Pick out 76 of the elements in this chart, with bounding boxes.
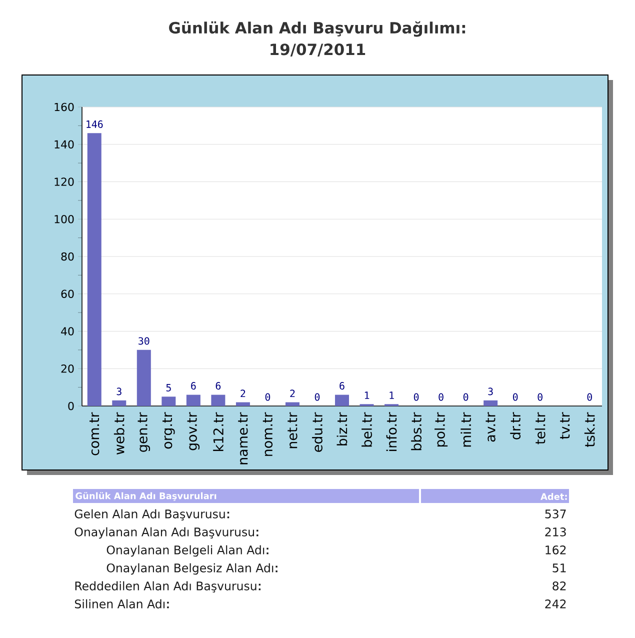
x-tick-label: av.tr xyxy=(486,412,496,442)
x-tick-label: tsk.tr xyxy=(584,412,595,447)
data-label: 0 xyxy=(438,393,444,401)
data-label: 213 xyxy=(545,527,566,536)
x-tick-label: gov.tr xyxy=(187,412,200,450)
bar xyxy=(136,350,151,406)
x-tick-label: pol.tr xyxy=(434,412,448,447)
x-tick-label: nom.tr xyxy=(262,412,273,456)
x-tick-label: name.tr xyxy=(238,412,248,464)
y-tick-label: 80 xyxy=(61,252,74,261)
data-label: 242 xyxy=(545,599,566,608)
x-tick-label: web.tr xyxy=(114,412,124,455)
x-tick-label: edu.tr xyxy=(312,412,322,452)
data-label: 1 xyxy=(390,392,394,399)
x-tick-label: com.tr xyxy=(90,412,100,456)
bar xyxy=(285,402,300,406)
data-label: 162 xyxy=(546,545,566,554)
y-tick-label: 120 xyxy=(54,178,74,186)
y-tick-label: 20 xyxy=(61,364,74,373)
data-label: 5 xyxy=(166,384,171,392)
y-tick-label: 40 xyxy=(61,327,74,336)
x-tick-label: info.tr xyxy=(386,412,397,451)
text: Adet: xyxy=(540,493,567,500)
x-tick-label: org.tr xyxy=(162,412,175,449)
category-label: Silinen Alan Adı xyxy=(74,599,165,608)
data-label: 0 xyxy=(587,393,592,401)
bar xyxy=(112,400,126,406)
data-label: 82 xyxy=(552,581,566,590)
data-label: 6 xyxy=(340,382,344,390)
x-tick-label: bel.tr xyxy=(362,412,372,447)
data-label: 0 xyxy=(538,393,542,401)
bar xyxy=(335,394,350,406)
x-tick-label: mil.tr xyxy=(460,412,471,447)
data-label: 30 xyxy=(138,337,150,345)
chart-subtitle: 19/07/2011 xyxy=(270,44,366,56)
y-tick-label: 100 xyxy=(54,214,74,224)
category-label: Onaylanan Belgesiz Alan Adı xyxy=(106,563,274,575)
data-label: 6 xyxy=(216,382,221,390)
x-tick-label: bbs.tr xyxy=(411,412,422,450)
chart-title: Günlük Alan Adı Başvuru Dağılımı: xyxy=(169,21,466,37)
bar xyxy=(162,396,176,406)
data-label: 3 xyxy=(488,388,493,396)
category-label: Gelen Alan Adı Başvurusu xyxy=(74,509,225,520)
x-tick-label: biz.tr xyxy=(336,412,348,446)
x-tick-label: dr.tr xyxy=(510,412,521,440)
data-label: 0 xyxy=(265,393,270,401)
y-tick-label: 60 xyxy=(61,290,74,298)
data-label: 2 xyxy=(240,390,246,398)
category-label: Onaylanan Belgeli Alan Adı xyxy=(106,545,264,557)
bar xyxy=(186,394,200,406)
category-label: Onaylanan Alan Adı Başvurusu xyxy=(74,527,254,539)
data-label: 146 xyxy=(86,120,103,128)
bar xyxy=(484,400,498,406)
bar xyxy=(236,402,250,406)
x-tick-label: gen.tr xyxy=(138,412,150,452)
y-tick-label: 140 xyxy=(54,140,74,149)
data-label: 0 xyxy=(512,393,518,401)
data-label: 3 xyxy=(116,388,122,396)
y-tick-label: 0 xyxy=(68,402,74,410)
x-tick-label: net.tr xyxy=(288,412,298,448)
data-label: 0 xyxy=(414,393,419,401)
y-tick-label: 160 xyxy=(54,102,74,112)
text: Günlük Alan Adı Başvuruları xyxy=(76,492,216,501)
x-tick-label: tel.tr xyxy=(534,412,546,444)
data-label: 51 xyxy=(552,564,566,572)
bar xyxy=(211,394,226,406)
data-label: 0 xyxy=(463,393,468,401)
data-label: 6 xyxy=(191,382,196,390)
data-label: 537 xyxy=(545,509,566,518)
category-label: Reddedilen Alan Adı Başvurusu xyxy=(75,581,256,592)
x-tick-label: tv.tr xyxy=(560,412,570,440)
data-label: 0 xyxy=(314,393,320,401)
x-tick-label: k12.tr xyxy=(213,412,224,451)
data-label: 2 xyxy=(290,390,295,398)
bar xyxy=(87,133,102,406)
data-label: 1 xyxy=(364,392,370,399)
